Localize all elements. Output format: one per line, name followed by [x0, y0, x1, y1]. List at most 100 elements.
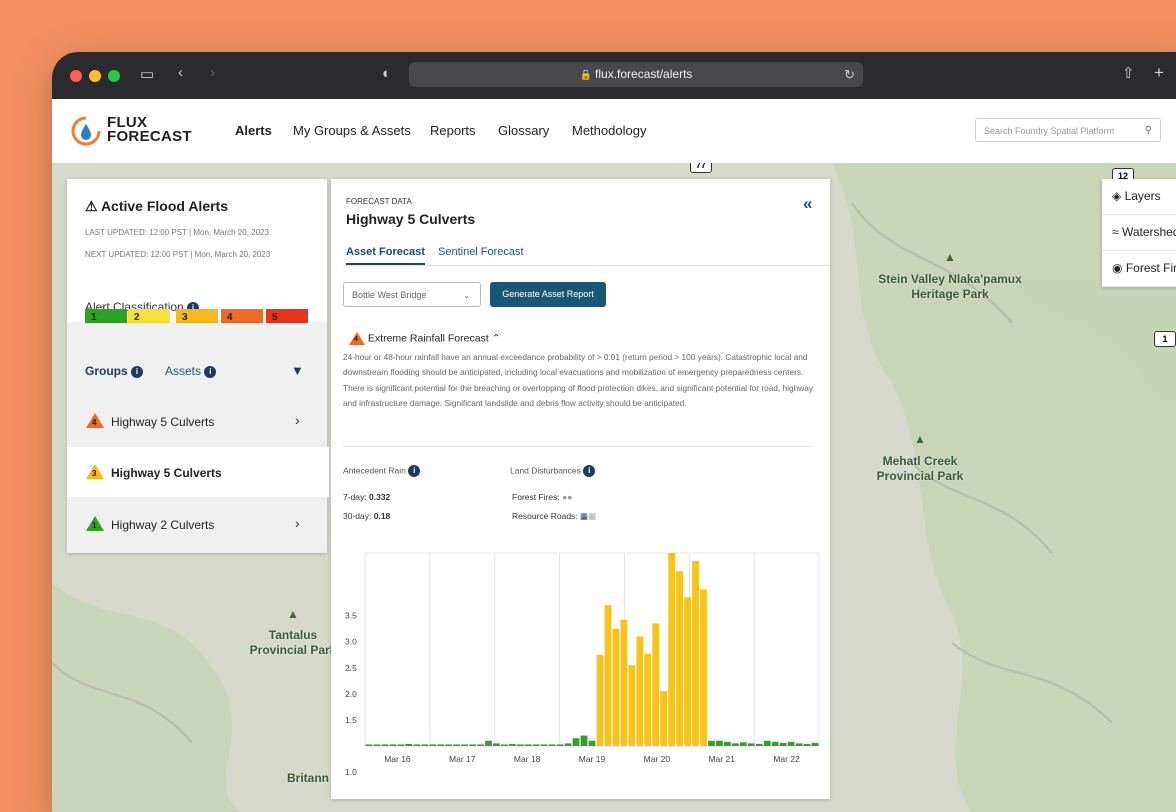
group-row-selected[interactable]: 3 Highway 5 Culverts — [67, 447, 329, 497]
chart-bar — [564, 743, 572, 746]
alert-level-number: 4 — [92, 418, 97, 427]
sidebar-icon[interactable]: ▭ — [140, 66, 155, 83]
antecedent-rain: Antecedent Rain i — [343, 465, 421, 477]
group-row[interactable]: 4 Highway 5 Culverts › — [67, 396, 327, 446]
rainfall-chart: Mar 16 Mar 17 Mar 18 Mar 19 Mar 20 Mar 21 Mar … — [345, 552, 820, 777]
collapse-panel-icon[interactable]: « — [803, 194, 813, 213]
chart-bar — [596, 654, 604, 746]
chart-bar — [477, 744, 484, 746]
chart-bar — [373, 744, 381, 746]
chart-bar — [429, 744, 437, 746]
alert-level-icon: 4 — [349, 332, 365, 345]
filter-icon[interactable]: ▼ — [291, 363, 304, 378]
forecast-title: Highway 5 Culverts — [346, 211, 476, 227]
group-name: Highway 2 Culverts — [111, 518, 215, 532]
chart-bar — [795, 743, 803, 746]
park-tree-icon: ▲ — [944, 250, 956, 264]
chart-bar — [516, 744, 524, 746]
park-tree-icon: ▲ — [287, 607, 299, 621]
active-alerts-panel: ⚠ Active Flood Alerts LAST UPDATED: 12:0… — [67, 179, 327, 323]
url-text: flux.forecast/alerts — [595, 67, 693, 81]
chart-bar — [668, 553, 676, 746]
chart-bar — [636, 636, 644, 746]
asset-select-value: Bottle West Bridge — [352, 290, 427, 300]
chart-bar — [389, 744, 397, 746]
chart-y-tick: 1.5 — [345, 715, 357, 725]
level-5-swatch: 5 — [266, 309, 308, 327]
nav-glossary[interactable]: Glossary — [498, 123, 550, 138]
nav-alerts[interactable]: Alerts — [235, 123, 272, 138]
chart-bar — [811, 742, 819, 746]
watersheds-label: Watersheds — [1121, 225, 1176, 239]
chart-x-tick: Mar 17 — [449, 754, 476, 764]
logo-line1: FLUX — [107, 114, 148, 131]
resource-roads: Resource Roads: ▦▦ — [512, 511, 596, 522]
chart-y-tick: 2.0 — [345, 689, 357, 699]
layers-icon: ◈ — [1112, 189, 1122, 203]
address-bar[interactable]: 🔒 flux.forecast/alerts ↻ — [409, 62, 863, 87]
forecast-heading[interactable]: 4 Extreme Rainfall Forecast ⌃ — [349, 332, 500, 345]
chart-bar — [469, 744, 476, 746]
search-icon[interactable]: ⚲ — [1144, 125, 1152, 136]
reload-icon[interactable]: ↻ — [844, 67, 855, 82]
thirty-day-value: 0.18 — [373, 511, 391, 521]
share-icon[interactable]: ⇧ — [1122, 65, 1135, 82]
new-tab-icon[interactable]: + — [1154, 63, 1164, 82]
lock-icon: 🔒 — [579, 70, 593, 81]
tab-assets-label: Assets — [165, 364, 202, 378]
minimize-window-button[interactable] — [89, 70, 101, 82]
chart-bar — [779, 742, 787, 746]
chart-bar — [572, 738, 580, 746]
chart-bar — [739, 742, 747, 746]
back-icon[interactable]: ‹ — [178, 64, 183, 81]
map-view[interactable]: Stein Valley Nlaka'pamux Heritage Park M… — [52, 163, 1176, 812]
chart-bar — [771, 741, 779, 746]
forecast-description: 24-hour or 48-hour rainfall have an annu… — [343, 352, 813, 409]
land-disturbances-label: Land Disturbances — [510, 465, 581, 476]
info-icon[interactable]: i — [204, 365, 217, 378]
last-updated: LAST UPDATED: 12:00 PST | Mon, March 20,… — [85, 228, 269, 237]
chart-bar — [580, 735, 588, 746]
chart-bar — [540, 744, 548, 746]
info-icon[interactable]: i — [408, 465, 421, 477]
seven-day-label: 7-day: — [343, 492, 367, 502]
tab-groups[interactable]: Groups i — [85, 364, 144, 378]
active-alerts-heading: Active Flood Alerts — [100, 198, 228, 214]
close-window-button[interactable] — [70, 70, 82, 82]
tab-groups-label: Groups — [85, 364, 128, 378]
map-label-mehatl-creek: Mehatl Creek Provincial Park — [876, 454, 964, 483]
alert-level-icon: 1 — [86, 516, 104, 531]
forest-fires-toggle[interactable]: ◉ Forest Fires — [1102, 251, 1176, 287]
chart-bar — [437, 744, 445, 746]
search-input[interactable]: Search Foundry Spatial Platform ⚲ — [975, 118, 1161, 142]
tab-sentinel-forecast[interactable]: Sentinel Forecast — [438, 246, 524, 258]
forest-fires-label: Forest Fires — [1125, 261, 1176, 275]
chart-y-tick: 2.5 — [345, 663, 357, 673]
info-icon[interactable]: i — [583, 465, 596, 477]
chart-plot-area — [364, 552, 820, 747]
zoom-window-button[interactable] — [108, 70, 120, 82]
map-layers-panel: ◈ Layers ≈ Watersheds ◉ Forest Fires — [1102, 179, 1176, 287]
app-header: FLUX FORECAST Alerts My Groups & Assets … — [52, 99, 1176, 164]
privacy-shield-icon[interactable]: ◐ — [382, 65, 392, 82]
chart-bar — [413, 744, 421, 746]
alert-level-icon: 3 — [86, 464, 104, 479]
forward-icon[interactable]: › — [210, 64, 215, 81]
watersheds-toggle[interactable]: ≈ Watersheds — [1102, 215, 1176, 251]
nav-reports[interactable]: Reports — [430, 123, 476, 138]
tab-asset-forecast[interactable]: Asset Forecast — [346, 246, 425, 265]
thirty-day-label: 30-day: — [343, 511, 372, 521]
layers-toggle[interactable]: ◈ Layers — [1102, 179, 1176, 215]
nav-methodology[interactable]: Methodology — [572, 123, 647, 138]
generate-report-button[interactable]: Generate Asset Report — [490, 282, 606, 307]
group-row[interactable]: 1 Highway 2 Culverts › — [67, 499, 327, 549]
seven-day-value: 0.332 — [369, 492, 391, 502]
chart-bar — [716, 740, 723, 746]
info-icon[interactable]: i — [131, 365, 144, 378]
tab-divider — [343, 265, 830, 266]
nav-groups-assets[interactable]: My Groups & Assets — [293, 123, 411, 138]
flux-logo-icon — [71, 116, 101, 146]
map-label-stein-valley: Stein Valley Nlaka'pamux Heritage Park — [878, 272, 1022, 301]
asset-select[interactable]: Bottle West Bridge ⌄ — [343, 282, 481, 307]
tab-assets[interactable]: Assets i — [165, 364, 217, 378]
